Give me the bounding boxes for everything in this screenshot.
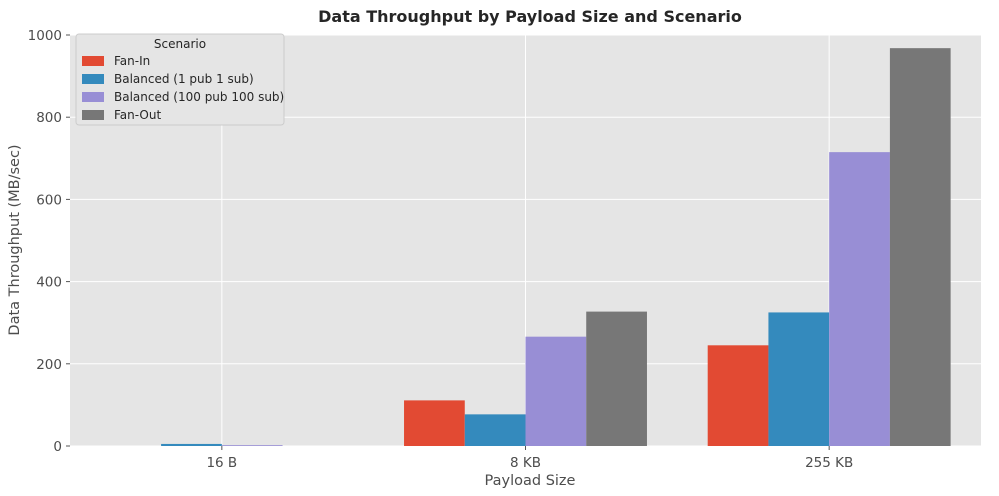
y-tick-label: 600 (36, 192, 62, 208)
bar (464, 414, 526, 446)
legend-label: Balanced (100 pub 100 sub) (114, 90, 284, 104)
bar (586, 311, 647, 446)
y-tick-label: 0 (53, 439, 62, 455)
x-tick-label: 255 KB (805, 455, 853, 471)
x-axis-label: Payload Size (485, 473, 576, 489)
legend-swatch (82, 74, 104, 84)
legend-items: Fan-In Balanced (1 pub 1 sub) Balanced (10… (82, 54, 284, 122)
y-tick-label: 400 (36, 275, 62, 291)
legend-swatch (82, 56, 104, 66)
bar (707, 345, 769, 446)
x-ticks: 16 B 8 KB 255 KB (206, 446, 853, 471)
bar (404, 400, 465, 446)
legend: Scenario Fan-In Balanced (1 pub 1 sub) Bal… (75, 33, 285, 126)
bar (525, 336, 587, 446)
legend-label: Balanced (1 pub 1 sub) (114, 72, 254, 86)
y-tick-label: 1000 (28, 28, 62, 44)
y-tick-label: 800 (36, 110, 62, 126)
bars (161, 48, 951, 446)
bar (161, 443, 222, 446)
y-ticks: 0 200 400 600 800 1000 (28, 28, 70, 455)
bar (221, 445, 283, 446)
legend-label: Fan-In (114, 54, 150, 68)
legend-swatch (82, 92, 104, 102)
legend-box (75, 33, 285, 126)
legend-swatch (82, 110, 104, 120)
x-tick-label: 8 KB (510, 455, 541, 471)
legend-label: Fan-Out (114, 108, 161, 122)
bar (829, 152, 890, 446)
chart-title: Data Throughput by Payload Size and Scen… (318, 7, 742, 26)
y-axis-label: Data Throughput (MB/sec) (7, 144, 23, 335)
bar (768, 312, 830, 446)
x-tick-label: 16 B (206, 455, 237, 471)
bar (889, 48, 951, 446)
legend-title: Scenario (154, 37, 206, 51)
y-tick-label: 200 (36, 357, 62, 373)
